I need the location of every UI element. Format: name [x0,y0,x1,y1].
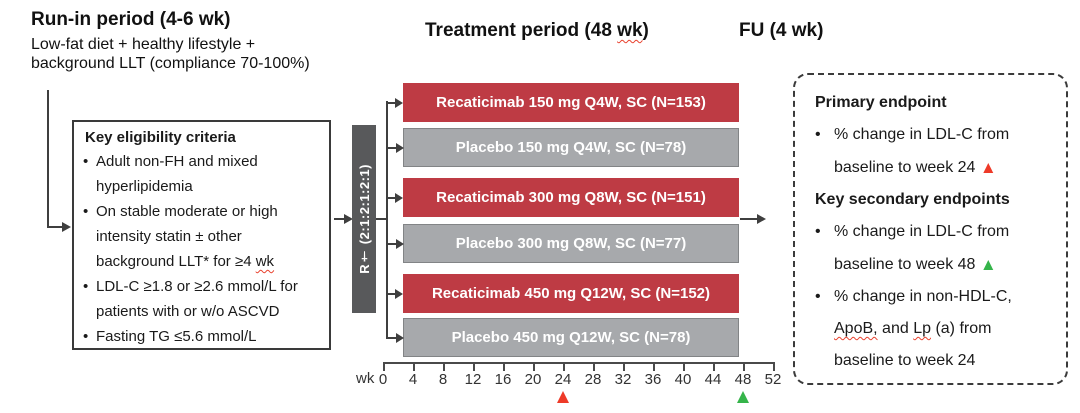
axis-tick-label: 8 [438,371,448,388]
arrow-into-eligibility-box [62,222,71,232]
axis-tick-label: 0 [378,371,388,388]
arm-label: Placebo 450 mg Q12W, SC (N=78) [451,329,691,346]
spellcheck-underline: wk [255,253,275,270]
axis-tick [503,362,505,371]
treatment-arm: Placebo 150 mg Q4W, SC (N=78) [403,128,739,167]
axis-tick [683,362,685,371]
axis-tick [773,362,775,371]
bullet-icon: • [815,288,821,305]
eligibility-to-randomization-line [334,218,346,220]
eligibility-criteria-box: Key eligibility criteria • Adult non-FH … [72,120,331,350]
week-axis: 0 4 8 12 16 20 24 28 32 36 40 44 48 52 [379,362,781,410]
axis-tick [593,362,595,371]
run-in-section-header: Run-in period (4-6 wk) Low-fat diet + he… [31,9,310,73]
axis-tick [443,362,445,371]
arm-label: Placebo 150 mg Q4W, SC (N=78) [455,139,687,156]
axis-tick-label: 16 [494,371,512,388]
run-in-connector-horizontal-line [47,226,63,228]
axis-tick-label: 28 [584,371,602,388]
secondary-endpoint-bullet: • % change in non-HDL-C, ApoB, and Lp (a… [815,281,1058,377]
bullet-icon: • [815,126,821,143]
treatment-arm: Placebo 300 mg Q8W, SC (N=77) [403,224,739,263]
axis-tick [623,362,625,371]
treatment-arm: Placebo 450 mg Q12W, SC (N=78) [403,318,739,357]
spellcheck-underline: wk [617,20,643,41]
run-in-title: Run-in period (4-6 wk) [31,9,231,30]
week24-marker-icon: ▲ [979,158,997,177]
axis-tick [413,362,415,371]
treatment-period-title: Treatment period (48 wk) [425,20,649,41]
arm-label: Placebo 300 mg Q8W, SC (N=77) [455,235,687,252]
axis-marker-week-24 [556,391,569,403]
bullet-icon: • [83,278,89,295]
axis-tick-label: 44 [704,371,722,388]
axis-marker-week-48 [736,391,749,403]
axis-tick [653,362,655,371]
arms-to-endpoints-line [740,218,758,220]
axis-unit-label: wk [356,370,375,387]
eligibility-title: Key eligibility criteria [85,129,236,146]
endpoints-box: Primary endpoint • % change in LDL-C fro… [793,73,1068,385]
axis-tick [473,362,475,371]
secondary-endpoints-title: Key secondary endpoints [815,191,1010,208]
bullet-icon: • [83,153,89,170]
primary-endpoint-title: Primary endpoint [815,94,947,111]
treatment-arm: Recaticimab 450 mg Q12W, SC (N=152) [403,274,739,313]
eligibility-bullet: • On stable moderate or high intensity s… [83,199,323,274]
axis-tick-label: 48 [734,371,752,388]
axis-tick-label: 40 [674,371,692,388]
eligibility-bullet: • Fasting TG ≤5.6 mmol/L [83,324,323,349]
bullet-icon: • [83,328,89,345]
randomization-to-trunk-line [376,218,388,220]
run-in-connector-vertical-line [47,90,49,228]
randomization-ratio-label: R† (2:1:2:1:2:1) [356,164,372,274]
axis-tick-label: 24 [554,371,572,388]
arm-label: Recaticimab 450 mg Q12W, SC (N=152) [431,285,711,302]
spellcheck-underline: Lp [913,320,931,337]
bullet-icon: • [815,223,821,240]
follow-up-title: FU (4 wk) [739,20,824,41]
axis-tick [713,362,715,371]
primary-endpoint-bullet: • % change in LDL-C from baseline to wee… [815,119,1058,184]
branch-trunk-line [386,101,388,339]
axis-tick [383,362,385,371]
arrow-into-endpoints-box [757,214,766,224]
axis-tick [563,362,565,371]
arm-label: Recaticimab 150 mg Q4W, SC (N=153) [436,94,706,111]
eligibility-bullet: • LDL-C ≥1.8 or ≥2.6 mmol/L for patients… [83,274,323,324]
axis-tick [533,362,535,371]
axis-tick-label: 52 [764,371,782,388]
spellcheck-underline: ApoB, [834,320,878,337]
axis-tick-label: 12 [464,371,482,388]
axis-tick-label: 32 [614,371,632,388]
axis-tick [743,362,745,371]
randomization-bar: R† (2:1:2:1:2:1) [352,125,376,313]
treatment-arm: Recaticimab 150 mg Q4W, SC (N=153) [403,83,739,122]
secondary-endpoint-bullet: • % change in LDL-C from baseline to wee… [815,216,1058,281]
arm-label: Recaticimab 300 mg Q8W, SC (N=151) [436,189,706,206]
week48-marker-icon: ▲ [979,255,997,274]
treatment-arm: Recaticimab 300 mg Q8W, SC (N=151) [403,178,739,217]
axis-baseline [383,362,774,364]
bullet-icon: • [83,203,89,220]
arrow-into-randomization-bar [344,214,353,224]
axis-tick-label: 4 [408,371,418,388]
eligibility-bullet: • Adult non-FH and mixed hyperlipidemia [83,149,323,199]
axis-tick-label: 36 [644,371,662,388]
run-in-description: Low-fat diet + healthy lifestyle + backg… [31,36,310,72]
axis-tick-label: 20 [524,371,542,388]
